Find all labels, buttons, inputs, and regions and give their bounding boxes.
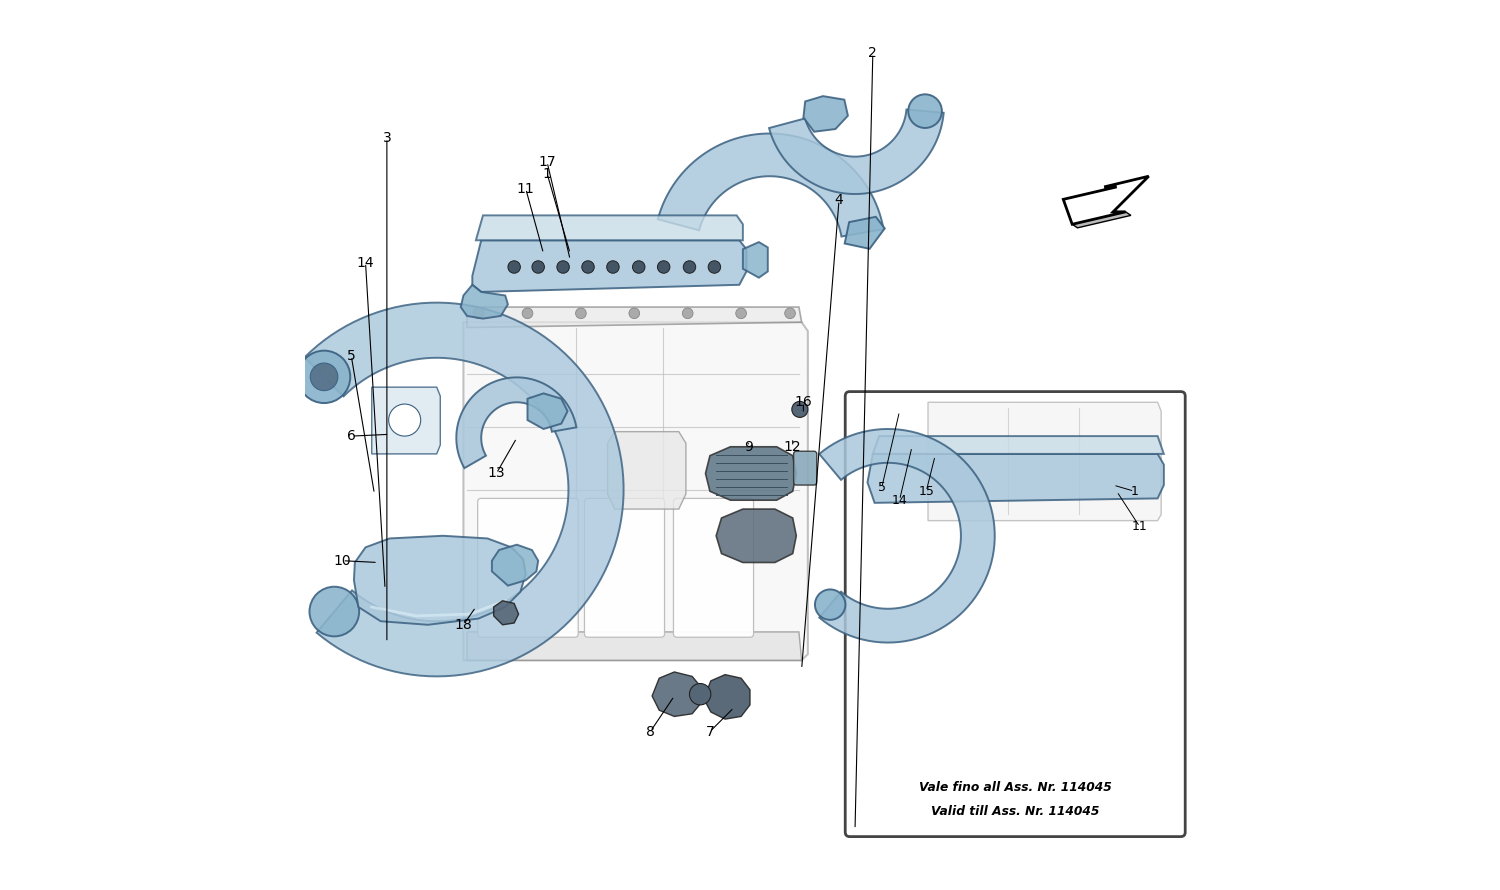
- Text: 2: 2: [868, 46, 877, 61]
- Circle shape: [815, 589, 846, 619]
- Polygon shape: [472, 240, 747, 292]
- Text: 8: 8: [646, 724, 656, 739]
- Polygon shape: [928, 402, 1161, 521]
- Circle shape: [532, 261, 544, 273]
- Circle shape: [576, 308, 586, 319]
- Text: Valid till Ass. Nr. 114045: Valid till Ass. Nr. 114045: [932, 805, 1100, 818]
- Polygon shape: [705, 447, 797, 500]
- Polygon shape: [658, 134, 884, 237]
- Polygon shape: [460, 285, 509, 319]
- Circle shape: [582, 261, 594, 273]
- Polygon shape: [466, 632, 801, 660]
- Text: 16: 16: [795, 395, 813, 409]
- Polygon shape: [873, 436, 1164, 454]
- Text: 3: 3: [382, 131, 392, 145]
- Circle shape: [792, 401, 808, 417]
- Text: 6: 6: [346, 429, 355, 443]
- Circle shape: [657, 261, 670, 273]
- Circle shape: [690, 684, 711, 705]
- Circle shape: [708, 261, 720, 273]
- Circle shape: [556, 261, 570, 273]
- Text: Vale fino all Ass. Nr. 114045: Vale fino all Ass. Nr. 114045: [920, 781, 1112, 794]
- Text: 5: 5: [878, 481, 885, 494]
- Circle shape: [606, 261, 619, 273]
- Text: 5: 5: [346, 349, 355, 363]
- Polygon shape: [608, 432, 686, 509]
- Text: 1: 1: [543, 166, 552, 181]
- Text: 15: 15: [918, 485, 934, 498]
- Circle shape: [298, 351, 351, 403]
- Circle shape: [736, 308, 747, 319]
- Text: 9: 9: [744, 440, 753, 454]
- Polygon shape: [742, 242, 768, 278]
- Polygon shape: [528, 393, 567, 429]
- Polygon shape: [844, 217, 885, 249]
- FancyBboxPatch shape: [844, 392, 1185, 837]
- Polygon shape: [466, 307, 801, 328]
- Circle shape: [633, 261, 645, 273]
- Text: 4: 4: [834, 193, 843, 207]
- Text: 17: 17: [538, 155, 556, 169]
- Circle shape: [310, 363, 338, 391]
- Circle shape: [472, 308, 484, 319]
- Text: 12: 12: [784, 440, 801, 454]
- Circle shape: [522, 308, 532, 319]
- Polygon shape: [867, 454, 1164, 503]
- Text: 10: 10: [333, 554, 351, 568]
- Polygon shape: [652, 672, 700, 716]
- Text: 11: 11: [518, 182, 534, 196]
- Polygon shape: [716, 509, 797, 562]
- Text: 14: 14: [891, 494, 908, 506]
- Text: 11: 11: [1132, 521, 1148, 533]
- FancyBboxPatch shape: [477, 498, 578, 637]
- Polygon shape: [704, 675, 750, 719]
- Polygon shape: [372, 387, 441, 454]
- Polygon shape: [804, 96, 847, 132]
- Circle shape: [628, 308, 639, 319]
- Circle shape: [682, 261, 696, 273]
- Polygon shape: [464, 322, 808, 660]
- Circle shape: [309, 587, 358, 636]
- Polygon shape: [1064, 176, 1149, 224]
- Circle shape: [682, 308, 693, 319]
- Polygon shape: [819, 429, 995, 643]
- Polygon shape: [1072, 212, 1131, 228]
- Text: 1: 1: [1131, 485, 1138, 498]
- Polygon shape: [494, 601, 519, 625]
- Text: 18: 18: [454, 618, 472, 632]
- Polygon shape: [304, 303, 624, 676]
- Text: 14: 14: [357, 255, 375, 270]
- Circle shape: [388, 404, 420, 436]
- FancyBboxPatch shape: [794, 451, 818, 485]
- FancyBboxPatch shape: [585, 498, 664, 637]
- Circle shape: [784, 308, 795, 319]
- Polygon shape: [476, 215, 742, 240]
- Text: 13: 13: [488, 466, 506, 481]
- Circle shape: [908, 94, 942, 128]
- Polygon shape: [770, 109, 944, 194]
- FancyBboxPatch shape: [674, 498, 753, 637]
- Circle shape: [509, 261, 520, 273]
- Polygon shape: [456, 377, 576, 468]
- Text: 7: 7: [705, 724, 714, 739]
- Polygon shape: [492, 545, 538, 586]
- Polygon shape: [354, 536, 525, 625]
